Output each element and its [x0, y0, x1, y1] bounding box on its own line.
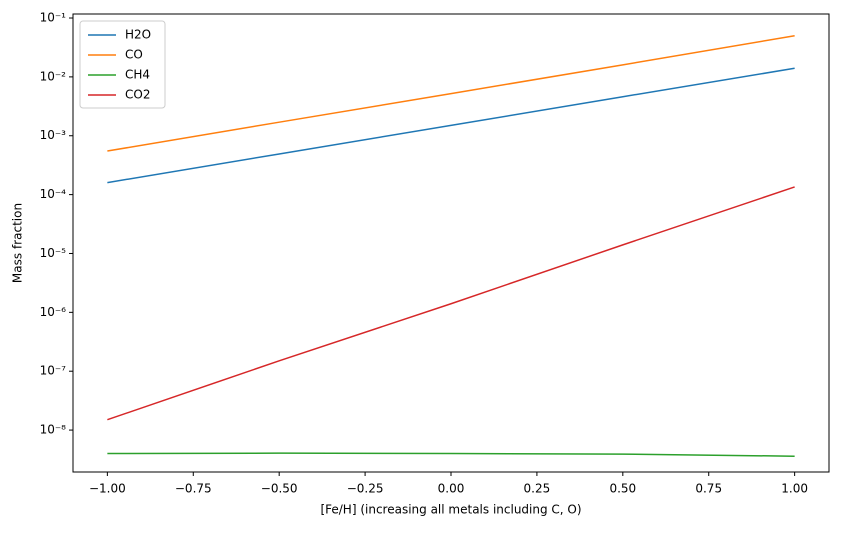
y-tick-label: 10⁻⁵ — [40, 246, 67, 260]
x-tick-label: 0.50 — [609, 482, 636, 496]
series-line — [107, 452, 795, 457]
x-tick-label: −0.25 — [347, 482, 384, 496]
x-tick-label: 0.25 — [524, 482, 551, 496]
y-tick-label: 10⁻¹ — [40, 11, 67, 25]
x-tick-label: 0.00 — [438, 482, 465, 496]
x-tick-label: −0.75 — [175, 482, 212, 496]
y-tick-label: 10⁻³ — [40, 128, 67, 142]
y-tick-label: 10⁻⁶ — [40, 305, 67, 319]
series-line — [107, 186, 795, 421]
y-tick-label: 10⁻⁴ — [40, 187, 67, 201]
axes-frame — [72, 13, 830, 473]
x-tick-label: 1.00 — [781, 482, 808, 496]
y-axis-label: Mass fraction — [11, 203, 25, 283]
x-tick-label: −0.50 — [261, 482, 298, 496]
x-tick-label: 0.75 — [695, 482, 722, 496]
y-tick-label: 10⁻⁷ — [40, 364, 67, 378]
legend-label: CH4 — [125, 68, 150, 82]
series-line — [107, 67, 795, 184]
legend-label: CO — [125, 48, 143, 62]
legend-box — [79, 20, 166, 109]
x-tick-label: −1.00 — [89, 482, 126, 496]
series-line — [107, 34, 795, 152]
legend-label: H2O — [125, 28, 151, 42]
y-tick-label: 10⁻⁸ — [40, 423, 67, 437]
x-axis-label: [Fe/H] (increasing all metals including … — [320, 503, 581, 517]
legend-label: CO2 — [125, 88, 150, 102]
y-tick-label: 10⁻² — [40, 69, 67, 83]
